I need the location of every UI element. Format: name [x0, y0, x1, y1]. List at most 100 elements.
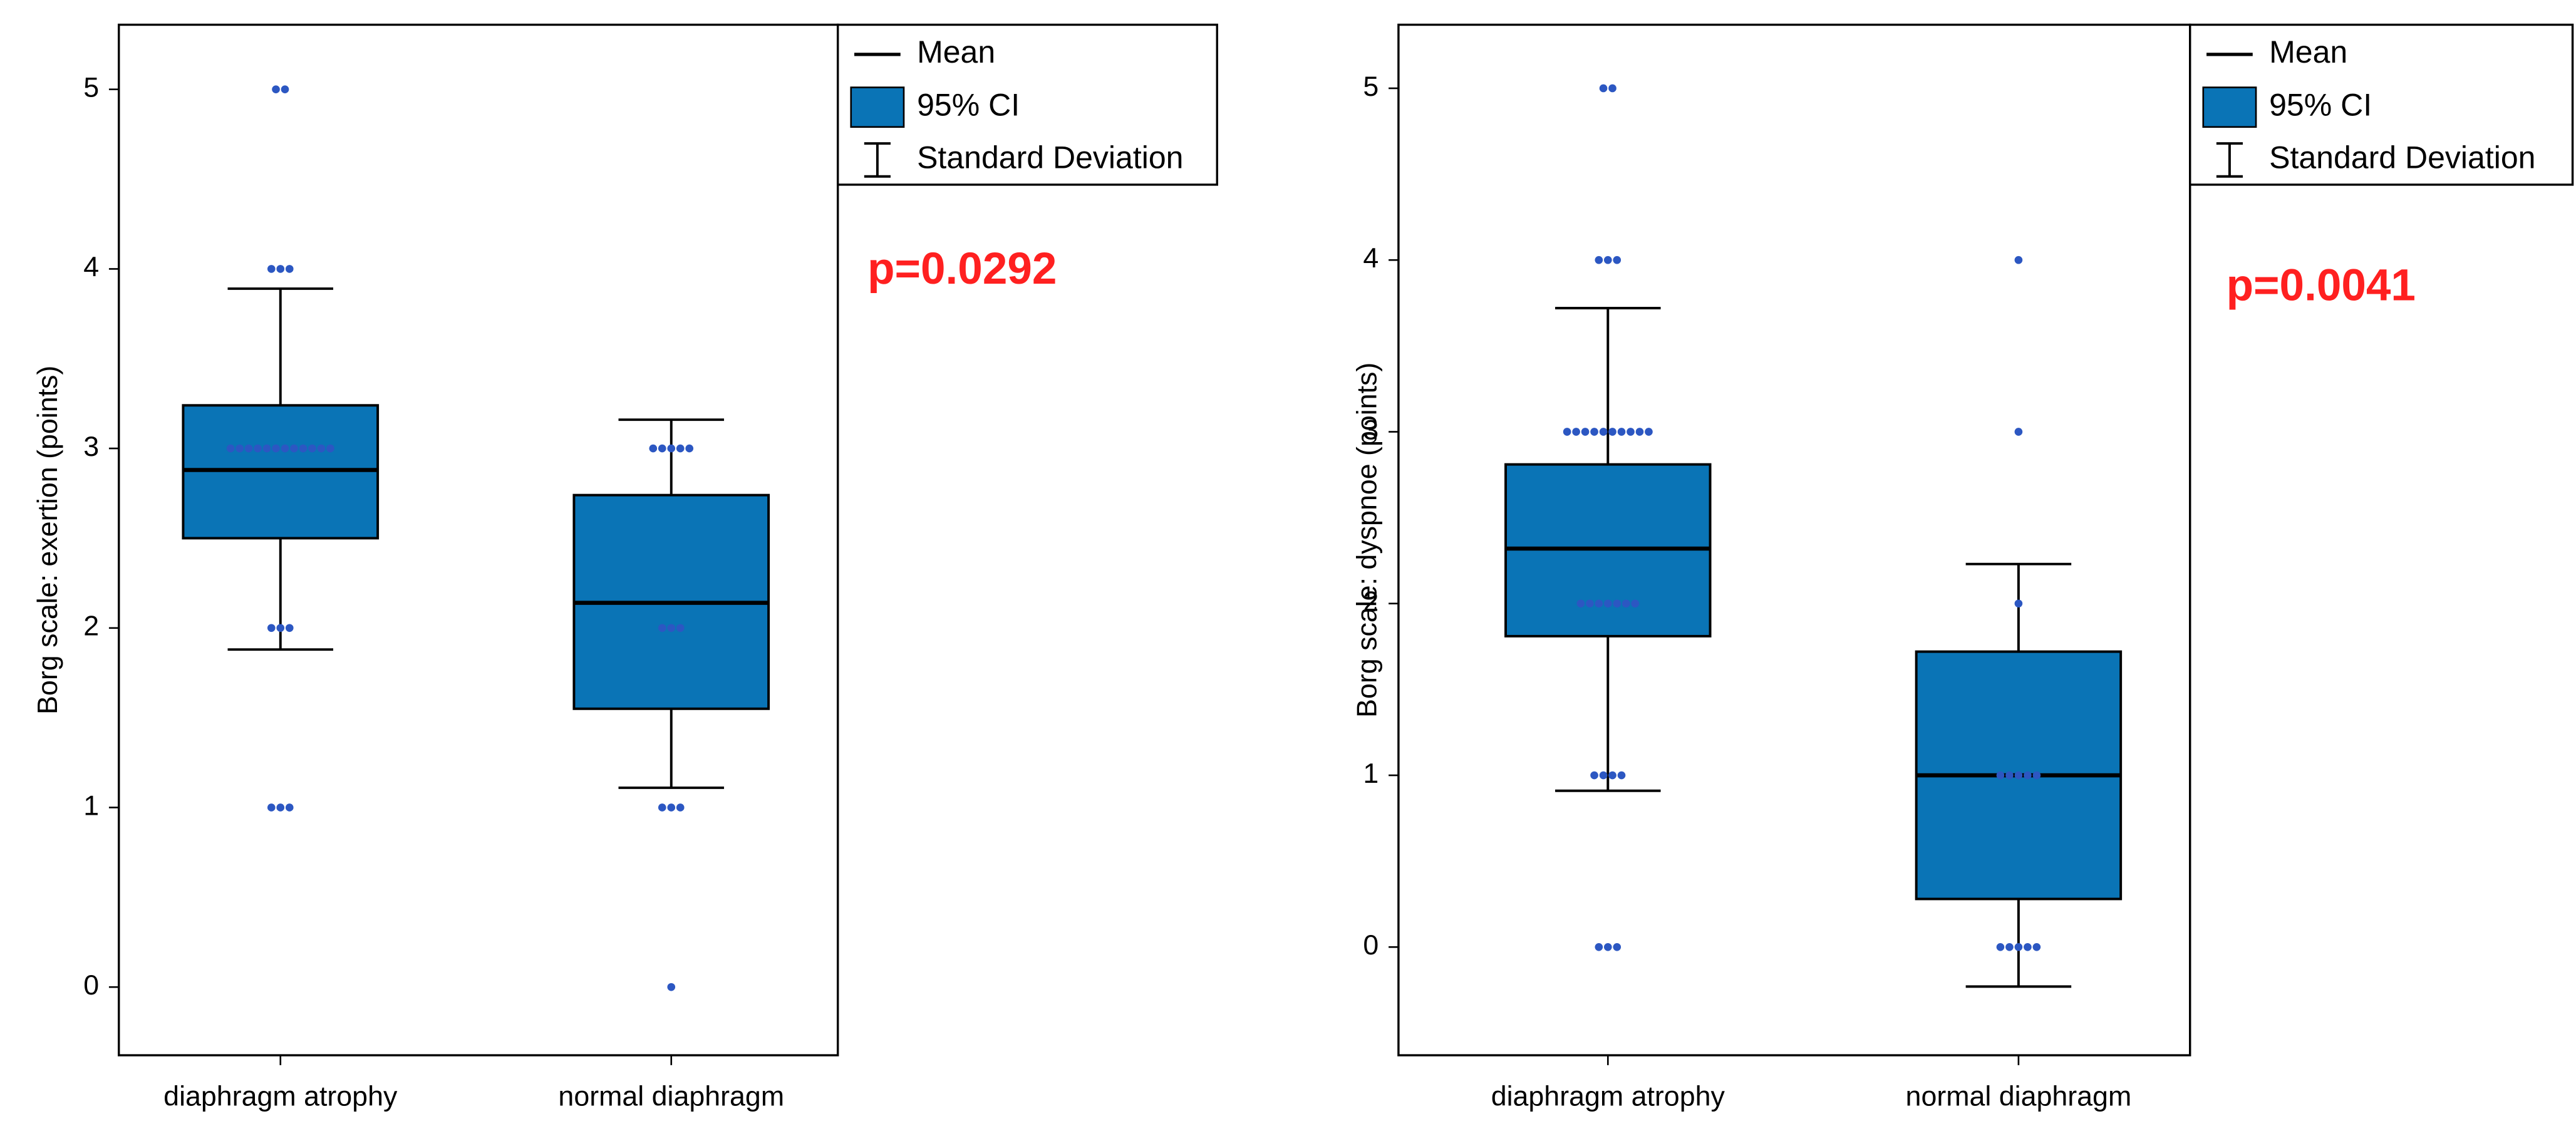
data-point — [1608, 84, 1616, 93]
x-tick-label: normal diaphragm — [558, 1080, 784, 1112]
data-point — [1613, 599, 1622, 608]
data-point — [1608, 428, 1616, 436]
data-point — [276, 624, 285, 632]
y-tick-label: 3 — [83, 431, 99, 462]
data-point — [667, 444, 676, 453]
plot-frame — [118, 23, 839, 1056]
data-point — [308, 444, 316, 453]
y-tick-label: 5 — [1363, 71, 1379, 102]
data-point — [326, 444, 334, 453]
data-point — [2005, 942, 2014, 951]
data-point — [267, 624, 276, 632]
data-point — [290, 444, 298, 453]
data-point — [2032, 771, 2041, 780]
legend-ci — [2202, 86, 2257, 128]
data-point — [2005, 771, 2014, 780]
data-point — [2014, 599, 2023, 608]
data-point — [1599, 771, 1608, 780]
data-point — [244, 444, 253, 453]
data-point — [1613, 942, 1622, 951]
data-point — [1603, 599, 1612, 608]
data-point — [676, 624, 685, 632]
data-point — [272, 85, 280, 94]
data-point — [267, 803, 276, 812]
data-point — [1635, 428, 1644, 436]
y-tick-label: 3 — [1363, 414, 1379, 445]
data-point — [2024, 942, 2032, 951]
data-point — [2014, 428, 2023, 436]
data-point — [649, 444, 658, 453]
y-tick-label: 5 — [83, 72, 99, 103]
data-point — [254, 444, 262, 453]
data-point — [667, 624, 676, 632]
data-point — [299, 444, 308, 453]
legend-label: 95% CI — [917, 87, 1020, 122]
data-point — [267, 265, 276, 273]
y-tick-label: 1 — [1363, 758, 1379, 789]
data-point — [1595, 256, 1603, 264]
data-point — [1599, 428, 1608, 436]
legend-label: Standard Deviation — [2269, 140, 2535, 175]
y-tick-label: 2 — [1363, 586, 1379, 617]
data-point — [1586, 599, 1594, 608]
y-tick-label: 1 — [83, 790, 99, 821]
data-point — [276, 265, 285, 273]
p-value: p=0.0041 — [2227, 261, 2416, 311]
legend-label: Mean — [917, 34, 995, 70]
data-point — [276, 803, 285, 812]
x-tick-label: diaphragm atrophy — [1491, 1080, 1725, 1112]
y-axis-label: Borg scale: exertion (points) — [32, 366, 63, 715]
x-tick-label: diaphragm atrophy — [163, 1080, 398, 1112]
data-point — [1996, 942, 2005, 951]
data-point — [1576, 599, 1585, 608]
data-point — [1595, 942, 1603, 951]
legend-label: Mean — [2269, 34, 2347, 70]
data-point — [281, 444, 289, 453]
data-point — [2014, 942, 2023, 951]
data-point — [1595, 599, 1603, 608]
data-point — [2032, 942, 2041, 951]
data-point — [1617, 771, 1626, 780]
legend-label: 95% CI — [2269, 87, 2372, 122]
data-point — [1603, 256, 1612, 264]
legend-label: Standard Deviation — [917, 140, 1183, 175]
data-point — [1617, 428, 1626, 436]
data-point — [1645, 428, 1653, 436]
data-point — [1631, 599, 1640, 608]
data-point — [658, 444, 666, 453]
data-point — [2014, 771, 2023, 780]
y-tick-label: 2 — [83, 611, 99, 642]
x-tick-label: normal diaphragm — [1906, 1080, 2132, 1112]
data-point — [262, 444, 271, 453]
data-point — [667, 983, 676, 991]
legend-ci — [850, 86, 905, 128]
data-point — [285, 265, 294, 273]
data-point — [2024, 771, 2032, 780]
y-axis-label: Borg scale: dyspnoe (points) — [1351, 363, 1382, 718]
data-point — [1996, 771, 2005, 780]
p-value: p=0.0292 — [867, 244, 1057, 294]
data-point — [676, 803, 685, 812]
data-point — [667, 803, 676, 812]
y-tick-label: 4 — [1363, 242, 1379, 274]
data-point — [317, 444, 326, 453]
data-point — [1572, 428, 1580, 436]
data-point — [1581, 428, 1590, 436]
data-point — [2014, 256, 2023, 264]
data-point — [685, 444, 694, 453]
data-point — [1627, 428, 1635, 436]
data-point — [1613, 256, 1622, 264]
data-point — [658, 803, 666, 812]
data-point — [1608, 771, 1616, 780]
data-point — [226, 444, 235, 453]
data-point — [235, 444, 244, 453]
data-point — [1599, 84, 1608, 93]
data-point — [676, 444, 685, 453]
data-point — [285, 624, 294, 632]
data-point — [1563, 428, 1571, 436]
data-point — [285, 803, 294, 812]
y-tick-label: 4 — [83, 251, 99, 282]
data-point — [1603, 942, 1612, 951]
